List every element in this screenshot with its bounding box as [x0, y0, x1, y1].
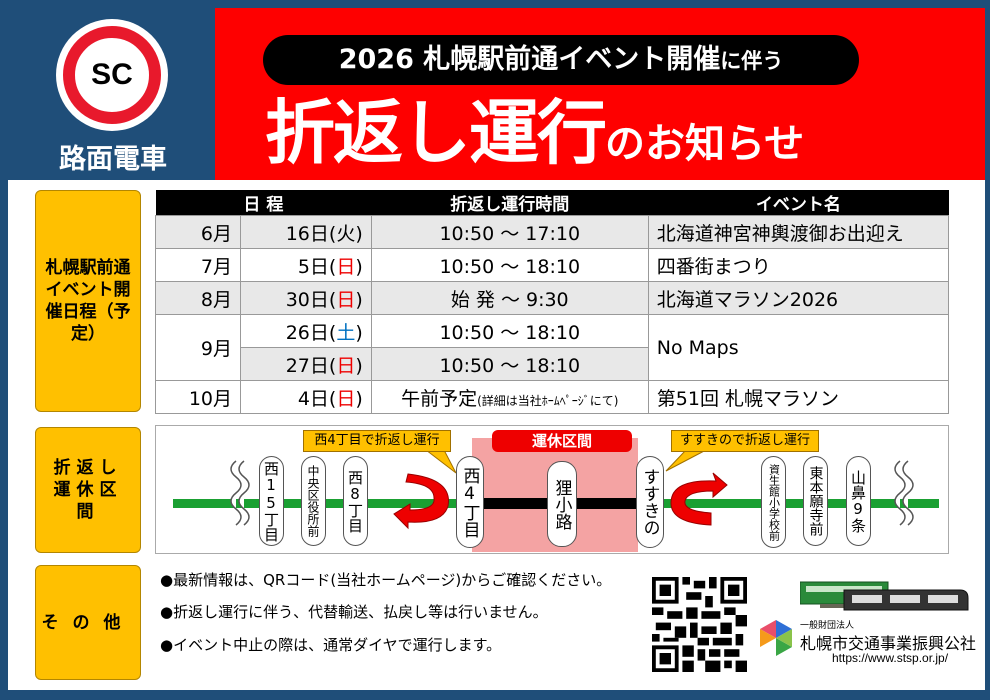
- table-row: 6月 16日(火) 10:50 ～ 17:10 北海道神宮神輿渡御お出迎え: [155, 215, 950, 249]
- table-row: 10月 4日(日) 午前予定(詳細は当社ﾎｰﾑﾍﾟｰｼﾞにて) 第51回 札幌マラソン: [155, 380, 950, 414]
- station-tanukikoji: 狸小路: [547, 461, 577, 547]
- day: 4日(日): [240, 380, 372, 414]
- header-date: 日 程: [155, 190, 372, 216]
- logo-text: SC: [91, 58, 133, 91]
- month: 6月: [155, 215, 241, 249]
- callout-east-tail: [665, 449, 707, 472]
- table-row: 8月 30日(日) 始 発 ～ 9:30 北海道マラソン2026: [155, 281, 950, 315]
- table-row: 27日(日) 10:50 ～ 18:10: [156, 347, 949, 381]
- time: 10:50 ～ 18:10: [370, 347, 649, 381]
- station-nishi4: 西4丁目: [456, 456, 484, 548]
- callout-west-tail: [424, 449, 457, 474]
- org-prefix: 一般財団法人: [800, 621, 855, 631]
- station-susukino: すすきの: [636, 456, 664, 548]
- station-higashihonganji: 東本願寺前: [803, 456, 828, 546]
- callout-west: 西4丁目で折返し運行: [303, 430, 451, 452]
- time: 始 発 ～ 9:30: [370, 281, 649, 315]
- day: 26日(土): [240, 314, 372, 348]
- station-yamahana9: 山鼻9条: [846, 456, 871, 546]
- subtitle-suffix: に伴う: [720, 49, 784, 73]
- turnback-east-icon: [670, 472, 728, 526]
- event: 四番街まつり: [647, 248, 950, 282]
- subtitle-main: 2026 札幌駅前通イベント開催: [338, 44, 721, 75]
- station-nishi15: 西15丁目: [259, 456, 284, 546]
- month: 9月: [155, 314, 241, 381]
- station-nishi8: 西8丁目: [343, 456, 368, 546]
- note-3: ●イベント中止の際は、通常ダイヤで運行します。: [160, 636, 502, 654]
- header-event: イベント名: [648, 190, 949, 216]
- label-suspended: 折返し運休区間: [35, 427, 141, 553]
- note-1: ●最新情報は、QRコード(当社ホームページ)からご確認ください。: [160, 571, 612, 589]
- day: 27日(日): [240, 347, 372, 381]
- table-row: 7月 5日(日) 10:50 ～ 18:10 四番街まつり: [155, 248, 950, 282]
- event: 第51回 札幌マラソン: [647, 380, 950, 414]
- suspended-label: 運休区間: [492, 430, 632, 452]
- arrows-and-breaks: [230, 449, 914, 530]
- org-logo-icon: [760, 620, 792, 656]
- day: 16日(火): [240, 215, 372, 249]
- day: 5日(日): [240, 248, 372, 282]
- station-shiseikan: 資生館小学校前: [761, 456, 786, 548]
- month: 8月: [155, 281, 241, 315]
- time: 10:50 ～ 18:10: [370, 314, 649, 348]
- subtitle: 2026 札幌駅前通イベント開催に伴う: [263, 35, 859, 85]
- title-suffix: のお知らせ: [605, 121, 805, 167]
- header-time: 折返し運行時間: [371, 190, 649, 216]
- sc-logo: SC: [56, 19, 168, 131]
- org-url[interactable]: https://www.stsp.or.jp/: [832, 651, 949, 665]
- time: 午前予定(詳細は当社ﾎｰﾑﾍﾟｰｼﾞにて): [370, 380, 649, 414]
- month: 7月: [155, 248, 241, 282]
- month: 10月: [155, 380, 241, 414]
- logo-name: 路面電車: [59, 144, 167, 175]
- line-break-east-icon: [894, 460, 914, 526]
- route-diagram: 運休区間 西4丁目で折返し運行 すすきので折返し運行 西15丁目 中央区役所前 …: [155, 425, 949, 554]
- turnback-west-icon: [393, 473, 449, 530]
- time: 10:50 ～ 17:10: [370, 215, 649, 249]
- label-schedule: 札幌駅前通イベント開催日程（予定）: [35, 190, 141, 412]
- event: No Maps: [647, 314, 950, 381]
- org-name: 札幌市交通事業振興公社: [800, 634, 977, 653]
- time: 10:50 ～ 18:10: [370, 248, 649, 282]
- event: 北海道神宮神輿渡御お出迎え: [647, 215, 950, 249]
- event: 北海道マラソン2026: [647, 281, 950, 315]
- day: 30日(日): [240, 281, 372, 315]
- station-chuoku: 中央区役所前: [301, 456, 326, 546]
- schedule-table: 日 程折返し運行時間 イベント名 6月 16日(火) 10:50 ～ 17:10 北海道…: [155, 190, 950, 414]
- table-row: 9月 26日(土) 10:50 ～ 18:10 No Maps: [155, 314, 950, 381]
- callout-east: すすきので折返し運行: [671, 430, 819, 452]
- page-title: 折返し運行のお知らせ: [265, 88, 804, 189]
- note-2: ●折返し運行に伴う、代替輸送、払戻し等は行いません。: [160, 603, 548, 621]
- title-main: 折返し運行: [265, 92, 607, 174]
- tram-illustration-icon: [800, 581, 969, 611]
- label-other: その他: [35, 565, 141, 680]
- qr-code-icon[interactable]: [652, 577, 747, 672]
- line-break-west-icon: [230, 460, 250, 526]
